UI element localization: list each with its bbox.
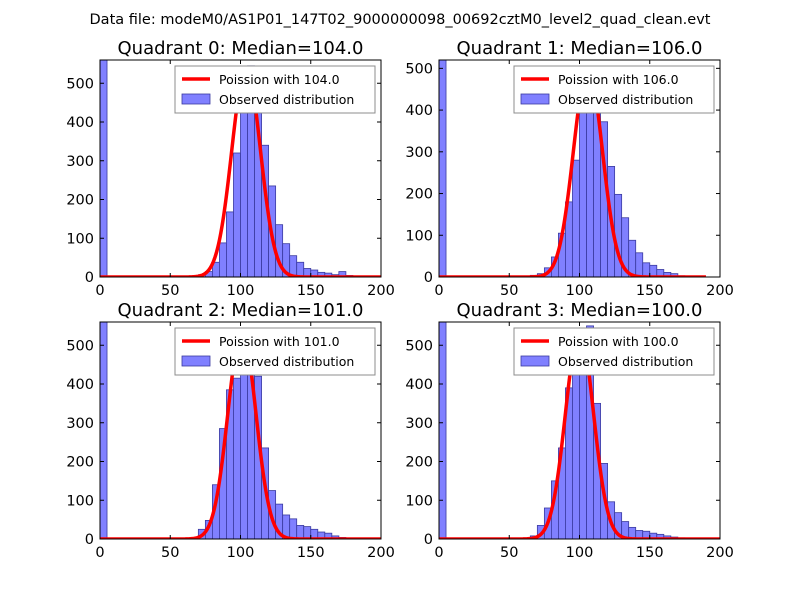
histogram-bar <box>572 160 579 277</box>
y-tick-label: 200 <box>405 187 433 203</box>
y-tick-label: 100 <box>66 231 94 247</box>
y-tick-label: 400 <box>66 377 94 393</box>
histogram-bar <box>297 525 304 539</box>
x-tick-label: 200 <box>706 283 734 299</box>
y-tick-label: 300 <box>66 154 94 170</box>
y-tick-label: 0 <box>424 532 433 548</box>
histogram-bar <box>439 60 446 277</box>
y-tick-label: 500 <box>66 76 94 92</box>
histogram-bar <box>643 263 650 277</box>
x-tick-label: 0 <box>434 545 443 561</box>
y-tick-label: 0 <box>424 270 433 286</box>
x-tick-label: 100 <box>566 545 594 561</box>
histogram-bar <box>629 240 636 277</box>
y-tick-label: 200 <box>66 193 94 209</box>
x-tick-label: 50 <box>161 545 179 561</box>
subplot-quadrant-2: 0 50 100 150 200 0 100 200 300 400 500 Quadrant 2: … <box>66 300 395 561</box>
y-tick-label: 300 <box>405 416 433 432</box>
subplot-title: Quadrant 3: Median=100.0 <box>457 300 703 321</box>
x-tick-label: 50 <box>500 545 518 561</box>
y-tick-label: 0 <box>85 532 94 548</box>
subplot-title: Quadrant 0: Median=104.0 <box>118 38 364 59</box>
x-tick-label: 100 <box>227 545 255 561</box>
x-tick-label: 200 <box>367 545 395 561</box>
legend-label-poisson: Poission with 104.0 <box>219 72 340 87</box>
histogram-bar <box>100 322 107 539</box>
y-tick-label: 400 <box>405 103 433 119</box>
figure-suptitle: Data file: modeM0/AS1P01_147T02_90000000… <box>90 12 711 28</box>
y-tick-label: 500 <box>405 338 433 354</box>
subplot-title: Quadrant 2: Median=101.0 <box>118 300 364 321</box>
histogram-bar <box>304 527 311 539</box>
histogram-bar <box>233 153 240 277</box>
histogram-bar <box>290 519 297 539</box>
x-tick-label: 100 <box>227 283 255 299</box>
x-tick-label: 50 <box>500 283 518 299</box>
histogram-bar <box>572 361 579 539</box>
legend: Poission with 106.0 Observed distribution <box>514 66 714 113</box>
legend-label-observed: Observed distribution <box>558 354 693 369</box>
legend: Poission with 101.0 Observed distribution <box>175 328 375 375</box>
x-tick-label: 150 <box>297 545 325 561</box>
legend-label-poisson: Poission with 101.0 <box>219 334 340 349</box>
y-tick-label: 400 <box>405 377 433 393</box>
y-tick-label: 500 <box>405 61 433 77</box>
x-tick-label: 200 <box>367 283 395 299</box>
x-tick-label: 150 <box>636 545 664 561</box>
y-tick-label: 500 <box>66 338 94 354</box>
subplot-title: Quadrant 1: Median=106.0 <box>457 38 703 59</box>
histogram-bar <box>439 322 446 539</box>
y-tick-label: 400 <box>66 115 94 131</box>
y-tick-label: 300 <box>405 145 433 161</box>
histogram-bar <box>241 101 248 277</box>
subplot-quadrant-1: 0 50 100 150 200 0 100 200 300 400 500 Quadrant 1: … <box>405 38 734 299</box>
legend: Poission with 100.0 Observed distribution <box>514 328 714 375</box>
x-tick-label: 0 <box>434 283 443 299</box>
x-tick-label: 200 <box>706 545 734 561</box>
y-tick-label: 200 <box>66 455 94 471</box>
y-tick-label: 100 <box>405 493 433 509</box>
x-tick-label: 150 <box>297 283 325 299</box>
x-tick-label: 100 <box>566 283 594 299</box>
y-tick-label: 0 <box>85 270 94 286</box>
legend-swatch-observed <box>182 356 210 366</box>
legend-label-poisson: Poission with 100.0 <box>558 334 679 349</box>
x-tick-label: 0 <box>95 283 104 299</box>
y-tick-label: 300 <box>66 416 94 432</box>
histogram-bar <box>226 212 233 277</box>
histogram-bar <box>636 253 643 277</box>
histogram-bar <box>233 378 240 539</box>
legend-label-observed: Observed distribution <box>558 92 693 107</box>
histogram-bar <box>100 60 107 277</box>
legend-label-observed: Observed distribution <box>219 92 354 107</box>
y-tick-label: 100 <box>405 228 433 244</box>
y-tick-label: 100 <box>66 493 94 509</box>
subplot-quadrant-3: 0 50 100 150 200 0 100 200 300 400 500 Quadrant 3: … <box>405 300 734 561</box>
x-tick-label: 0 <box>95 545 104 561</box>
legend-label-observed: Observed distribution <box>219 354 354 369</box>
subplot-quadrant-0: 0 50 100 150 200 0 100 200 300 400 500 Quadrant 0: … <box>66 38 395 299</box>
legend-swatch-observed <box>521 356 549 366</box>
legend-swatch-observed <box>521 94 549 104</box>
legend-swatch-observed <box>182 94 210 104</box>
histogram-bar <box>297 262 304 277</box>
legend: Poission with 104.0 Observed distribution <box>175 66 375 113</box>
histogram-bar <box>580 112 587 277</box>
legend-label-poisson: Poission with 106.0 <box>558 72 679 87</box>
x-tick-label: 150 <box>636 283 664 299</box>
histogram-bar <box>219 243 226 277</box>
y-tick-label: 200 <box>405 455 433 471</box>
x-tick-label: 50 <box>161 283 179 299</box>
